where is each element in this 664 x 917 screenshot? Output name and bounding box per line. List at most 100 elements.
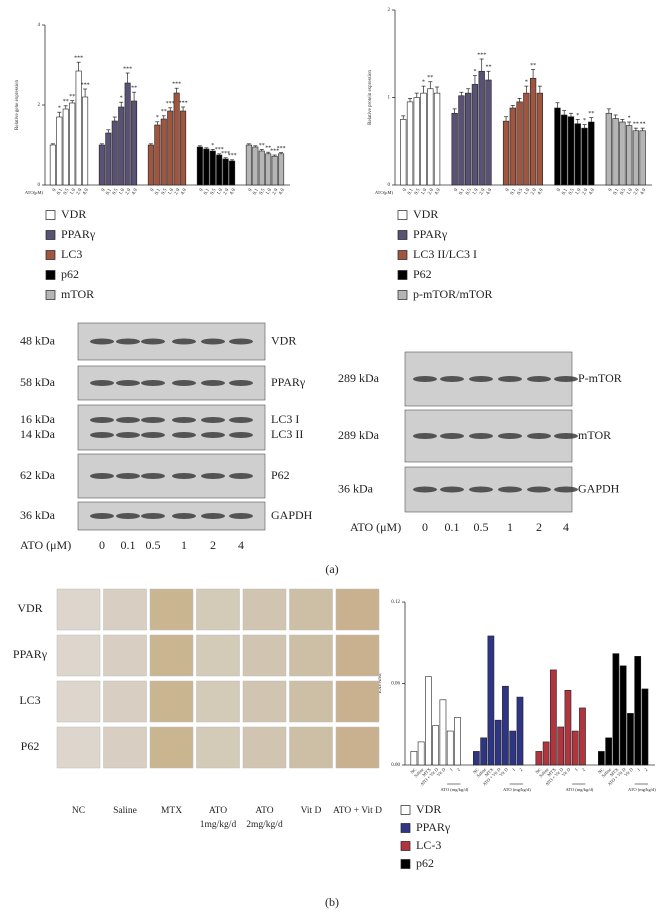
dose-value: 2: [210, 538, 216, 552]
ihc-column-label: ATO + Vit D: [333, 806, 382, 816]
bar: [258, 150, 265, 186]
bar: [147, 144, 154, 186]
x-tick-label: 1: [449, 767, 454, 772]
bar: [581, 127, 588, 186]
legend-label: VDR: [61, 207, 86, 221]
blot-band: [141, 513, 165, 519]
blot-band: [527, 486, 551, 493]
bar: [612, 118, 619, 186]
x-tick-label: 1: [636, 767, 641, 772]
significance-label: **: [63, 99, 69, 105]
bar: [196, 146, 203, 186]
bar: [574, 123, 581, 186]
x-tick-label: 4.0: [180, 188, 188, 196]
bar: [160, 118, 167, 186]
protein-label: P-mTOR: [578, 371, 622, 385]
bar: [173, 92, 180, 186]
significance-label: *: [120, 96, 123, 102]
x-tick-label: Saline: [413, 767, 424, 778]
x-tick-label: Saline: [476, 767, 487, 778]
bar: [557, 726, 565, 766]
x-tick-label: 2.0: [428, 188, 436, 196]
x-tick-label: 0: [557, 188, 563, 193]
ihc-image: [242, 726, 287, 769]
bar: [571, 730, 579, 766]
x-tick-label: 2: [518, 767, 523, 772]
ihc-image: [149, 588, 194, 631]
blot-band: [172, 417, 196, 423]
blot-band: [201, 380, 225, 386]
bar: [627, 713, 634, 766]
kda-label: 14 kDa: [20, 427, 56, 441]
ihc-image: [196, 588, 240, 631]
ihc-image: [196, 726, 240, 769]
ihc-image: [242, 680, 287, 723]
bar: [229, 160, 236, 186]
bar: [216, 154, 223, 186]
legend-swatch: [45, 270, 56, 280]
bar: [619, 665, 627, 766]
x-tick-label: 0: [52, 188, 58, 193]
bar: [632, 130, 640, 186]
x-tick-label: 4.0: [589, 188, 597, 196]
legend-swatch: [45, 210, 56, 220]
significance-label: *: [211, 143, 214, 149]
blot-band: [116, 338, 140, 345]
bar: [478, 70, 485, 186]
y-tick-label: 0.00: [391, 763, 400, 768]
x-tick-label: 1.0: [472, 188, 480, 196]
x-tick-label: 2.0: [125, 188, 133, 196]
significance-label: *: [422, 80, 425, 86]
x-tick-label: Vit D: [561, 766, 572, 777]
bar: [265, 153, 272, 186]
blot-band: [116, 380, 140, 386]
x-tick-label: 0.1: [510, 188, 518, 196]
bar: [625, 125, 633, 186]
x-tick-label: 0.1: [57, 188, 65, 196]
blot-band: [201, 417, 225, 423]
kda-label: 289 kDa: [338, 371, 380, 385]
x-tick-label: Vit D: [498, 766, 509, 777]
ihc-column-label: MTX: [161, 806, 182, 816]
ihc-image: [149, 726, 194, 769]
blot-band: [554, 486, 578, 493]
x-tick-label: 0: [505, 188, 511, 193]
ihc-image: [149, 680, 194, 723]
bar: [451, 112, 458, 186]
significance-label: **: [485, 65, 491, 71]
bar: [111, 120, 118, 186]
blot-band: [527, 376, 551, 382]
x-tick-label: 0.5: [210, 188, 218, 196]
x-tick-label: 0: [454, 188, 460, 193]
protein-label: P62: [271, 468, 290, 482]
bar: [502, 685, 509, 766]
bar: [567, 116, 575, 186]
kda-label: 48 kDa: [20, 333, 56, 347]
dose-value: 1: [181, 538, 187, 552]
bar: [588, 121, 595, 186]
bar: [131, 100, 138, 186]
legend-label: VDR: [413, 207, 438, 221]
significance-label: **: [131, 86, 137, 92]
significance-label: **: [588, 111, 594, 117]
x-tick-label: 0.1: [204, 188, 212, 196]
legend-label: PPARγ: [61, 227, 96, 241]
x-tick-label: 1.0: [575, 188, 583, 196]
bar: [410, 751, 418, 766]
blot-band: [440, 486, 464, 493]
ihc-image: [335, 634, 380, 677]
x-tick-label: 0.5: [259, 188, 267, 196]
significance-label: ***: [166, 101, 175, 107]
x-tick-label: 0: [199, 188, 205, 193]
bar: [124, 82, 131, 186]
x-tick-label: 2: [456, 767, 461, 772]
x-tick-label: 1.0: [524, 188, 532, 196]
bar: [417, 741, 425, 766]
legend-label: p-mTOR/mTOR: [413, 287, 493, 301]
legend-label: mTOR: [61, 287, 94, 301]
bar: [535, 751, 543, 766]
bar: [425, 676, 432, 766]
bar: [516, 696, 524, 766]
x-tick-label: Vit D: [623, 766, 634, 777]
dose-value: 4: [238, 538, 244, 552]
